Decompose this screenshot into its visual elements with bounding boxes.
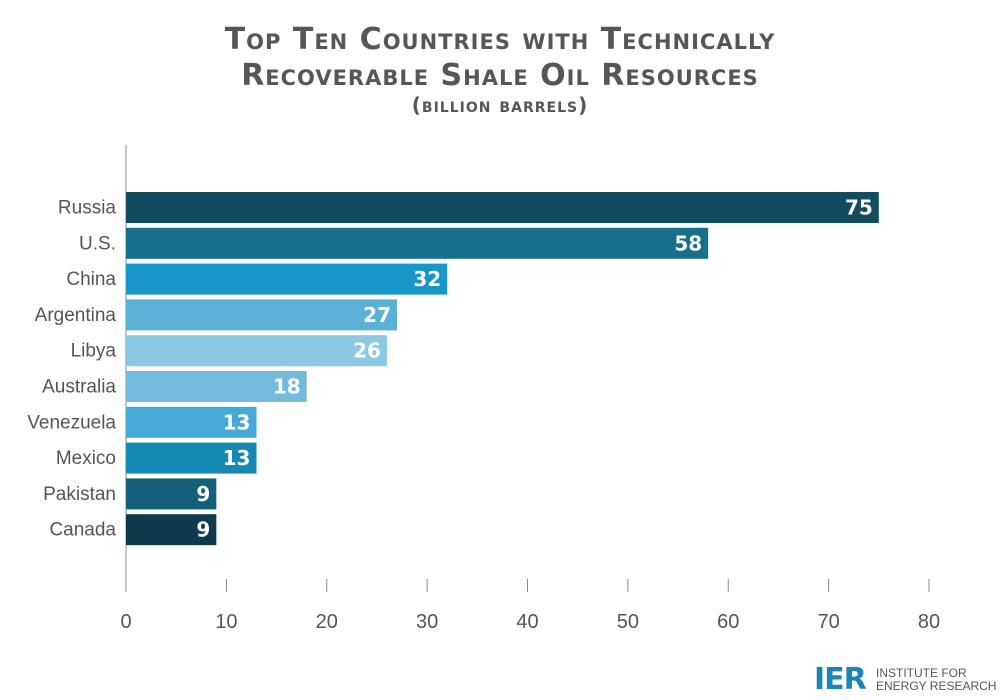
- chart-subtitle: (billion barrels): [411, 93, 589, 117]
- bar-value-label: 9: [196, 518, 210, 542]
- bar-value-label: 58: [674, 231, 702, 255]
- chart-title-line-1: Top Ten Countries with Technically: [224, 22, 776, 57]
- x-tick-label: 0: [120, 611, 131, 633]
- category-label: Argentina: [35, 305, 117, 326]
- x-tick-label: 70: [818, 611, 840, 633]
- bar-value-label: 26: [353, 339, 381, 363]
- x-tick-label: 20: [316, 611, 338, 633]
- bar-china: [126, 263, 448, 295]
- x-tick-label: 80: [918, 611, 940, 633]
- category-label: China: [66, 269, 116, 290]
- bar-value-label: 13: [223, 410, 251, 434]
- chart-title-line-2: Recoverable Shale Oil Resources: [241, 58, 759, 93]
- bar-pakistan: [126, 478, 217, 510]
- bar-canada: [126, 514, 217, 546]
- bar-u-s: [126, 227, 709, 259]
- bar-value-label: 27: [363, 303, 391, 327]
- ier-logo: IER INSTITUTE FOR ENERGY RESEARCH: [814, 664, 1000, 698]
- x-tick-label: 50: [617, 611, 639, 633]
- category-label: Pakistan: [43, 484, 116, 505]
- bar-mexico: [126, 442, 257, 474]
- bar-value-label: 13: [223, 446, 251, 470]
- x-tick-label: 60: [717, 611, 739, 633]
- x-tick-label: 10: [215, 611, 237, 633]
- category-label: Russia: [58, 198, 117, 219]
- category-label: Libya: [71, 341, 117, 362]
- category-label: Australia: [42, 377, 116, 398]
- bar-value-label: 75: [845, 196, 873, 220]
- bar-value-label: 18: [273, 375, 301, 399]
- bar-argentina: [126, 299, 398, 331]
- ier-logo-mark: IER: [814, 662, 867, 697]
- x-tick-label: 30: [416, 611, 438, 633]
- bar-russia: [126, 192, 879, 223]
- ier-logo-line-1: INSTITUTE FOR: [876, 666, 967, 680]
- category-label: Mexico: [56, 448, 116, 469]
- ier-logo-line-2: ENERGY RESEARCH: [876, 679, 997, 693]
- bar-australia: [126, 371, 307, 402]
- bar-value-label: 9: [196, 482, 210, 506]
- x-tick-label: 40: [516, 611, 538, 633]
- bar-libya: [126, 335, 387, 367]
- bar-value-label: 32: [413, 267, 441, 291]
- bar-venezuela: [126, 406, 257, 438]
- category-label: Canada: [49, 520, 116, 541]
- category-label: U.S.: [79, 233, 116, 254]
- category-label: Venezuela: [27, 412, 116, 433]
